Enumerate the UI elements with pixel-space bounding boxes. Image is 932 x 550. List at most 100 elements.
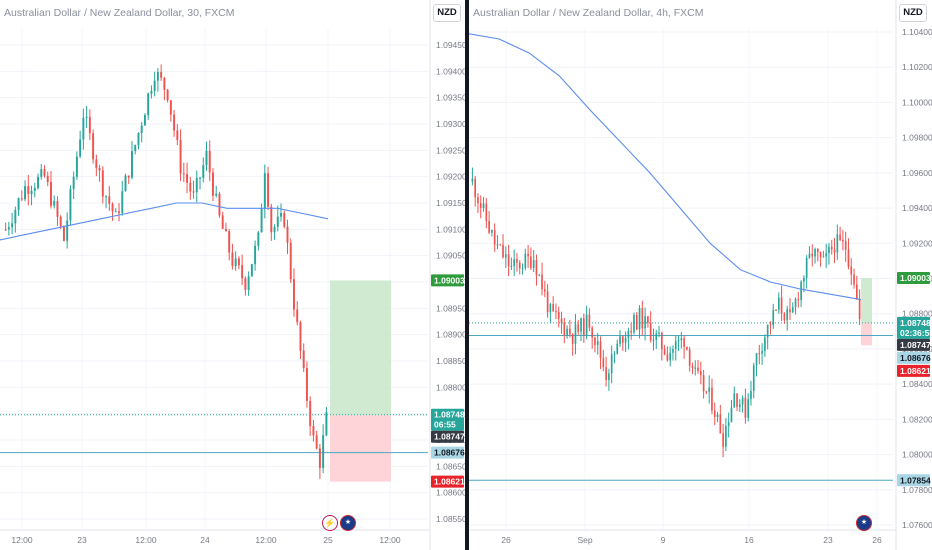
candle-body — [769, 324, 772, 326]
candle-body — [37, 176, 39, 188]
candle-body — [591, 327, 594, 338]
candle-body — [205, 150, 208, 166]
candle-body — [780, 297, 783, 314]
candle-body — [853, 274, 855, 285]
candle-body — [221, 215, 224, 229]
price-tick-label: 1.07600 — [902, 520, 932, 530]
candle-body — [789, 309, 791, 313]
candle-body — [46, 175, 49, 183]
candle-body — [596, 341, 599, 345]
candle-body — [163, 77, 166, 90]
candle-body — [293, 279, 295, 310]
candle-body — [630, 330, 633, 333]
target-price-tag — [897, 271, 930, 284]
time-tick-label: 26 — [872, 535, 882, 545]
candle-body — [791, 306, 794, 313]
candle-body — [725, 425, 727, 447]
candle-body — [516, 258, 518, 263]
candle-body — [574, 324, 577, 344]
price-tick-label: 1.09400 — [436, 66, 465, 76]
candle-body — [98, 168, 101, 171]
candle-body — [552, 304, 555, 312]
candle-body — [202, 165, 205, 178]
pane-divider[interactable] — [465, 0, 469, 550]
candle-body — [808, 253, 811, 259]
candle-body — [79, 139, 82, 157]
candle-body — [482, 203, 485, 208]
candle-body — [772, 309, 775, 326]
candle-body — [819, 252, 822, 258]
candle-body — [621, 336, 624, 343]
candle-body — [166, 89, 169, 101]
currency-button[interactable]: NZD — [899, 4, 927, 22]
candle-body — [147, 93, 150, 116]
symbol-title: Australian Dollar / New Zealand Dollar, … — [4, 7, 235, 19]
candle-body — [722, 433, 724, 447]
price-tick-label: 1.09400 — [902, 203, 932, 213]
candle-body — [705, 391, 708, 393]
currency-button[interactable]: NZD — [433, 4, 461, 22]
candle-body — [828, 246, 830, 254]
price-tick-label: 1.10400 — [902, 27, 932, 37]
time-tick-label: 25 — [323, 535, 333, 545]
candle-body — [822, 256, 825, 258]
candle-body — [244, 278, 247, 290]
chart-canvas-30m[interactable]: 1.09450 1.09400 1.09350 1.09300 1.09250 1.092… — [0, 0, 465, 550]
price-tick-label: 1.08950 — [436, 303, 465, 313]
candle-body — [635, 314, 638, 330]
candle-body — [560, 318, 563, 323]
candle-body — [800, 281, 802, 300]
candle-body — [602, 358, 605, 368]
candle-body — [839, 234, 841, 241]
chart-canvas-4h[interactable]: 1.10400 1.10200 1.10000 1.09800 1.09600 1.094… — [469, 0, 932, 550]
candle-body — [555, 311, 557, 313]
candle-body — [797, 299, 800, 301]
price-tick-label: 1.08900 — [436, 330, 465, 340]
candle-body — [624, 337, 627, 343]
candle-body — [647, 316, 649, 324]
price-tick-label: 1.09100 — [436, 224, 465, 234]
candle-body — [479, 203, 482, 208]
candle-body — [713, 410, 716, 418]
candle-body — [655, 333, 658, 340]
candle-body — [325, 412, 328, 436]
current-price-tag-countdown: 02:36:55 — [900, 328, 932, 338]
price-tick-label: 1.09200 — [436, 172, 465, 182]
candle-body — [296, 309, 299, 323]
candle-body — [730, 407, 733, 423]
candle-body — [114, 211, 117, 213]
candle-body — [491, 230, 493, 233]
chart-pane-4h[interactable]: 1.10400 1.10200 1.10000 1.09800 1.09600 1.094… — [469, 0, 932, 550]
candle-body — [836, 234, 839, 253]
price-tick-label: 1.08000 — [902, 450, 932, 460]
candle-body — [85, 116, 88, 118]
candle-body — [24, 186, 27, 200]
candle-body — [234, 258, 237, 266]
candle-body — [588, 314, 591, 328]
time-tick-label: 24 — [200, 535, 210, 545]
candle-body — [315, 435, 318, 449]
candle-body — [504, 254, 507, 258]
candle-body — [270, 206, 273, 233]
candle-body — [215, 193, 218, 196]
chart-pane-30m[interactable]: 1.09450 1.09400 1.09350 1.09300 1.09250 1.092… — [0, 0, 465, 550]
candle-body — [195, 177, 198, 193]
candle-body — [118, 211, 120, 214]
candle-body — [318, 448, 321, 468]
candle-body — [127, 175, 130, 178]
candle-body — [305, 368, 308, 401]
candle-body — [652, 339, 655, 341]
lightning-icon[interactable]: ⚡ — [322, 515, 338, 531]
flag-icon[interactable]: ★ — [340, 515, 356, 531]
price-tick-label: 1.08550 — [436, 514, 465, 524]
price-tick-label: 1.09350 — [436, 93, 465, 103]
flag-icon[interactable]: ★ — [856, 515, 872, 531]
candle-body — [280, 212, 282, 217]
candle-body — [833, 249, 836, 253]
time-tick-label: 23 — [77, 535, 87, 545]
candle-body — [53, 200, 56, 206]
candle-body — [641, 307, 644, 329]
candle-body — [7, 227, 10, 230]
candle-body — [605, 367, 607, 381]
candle-body — [580, 318, 582, 332]
